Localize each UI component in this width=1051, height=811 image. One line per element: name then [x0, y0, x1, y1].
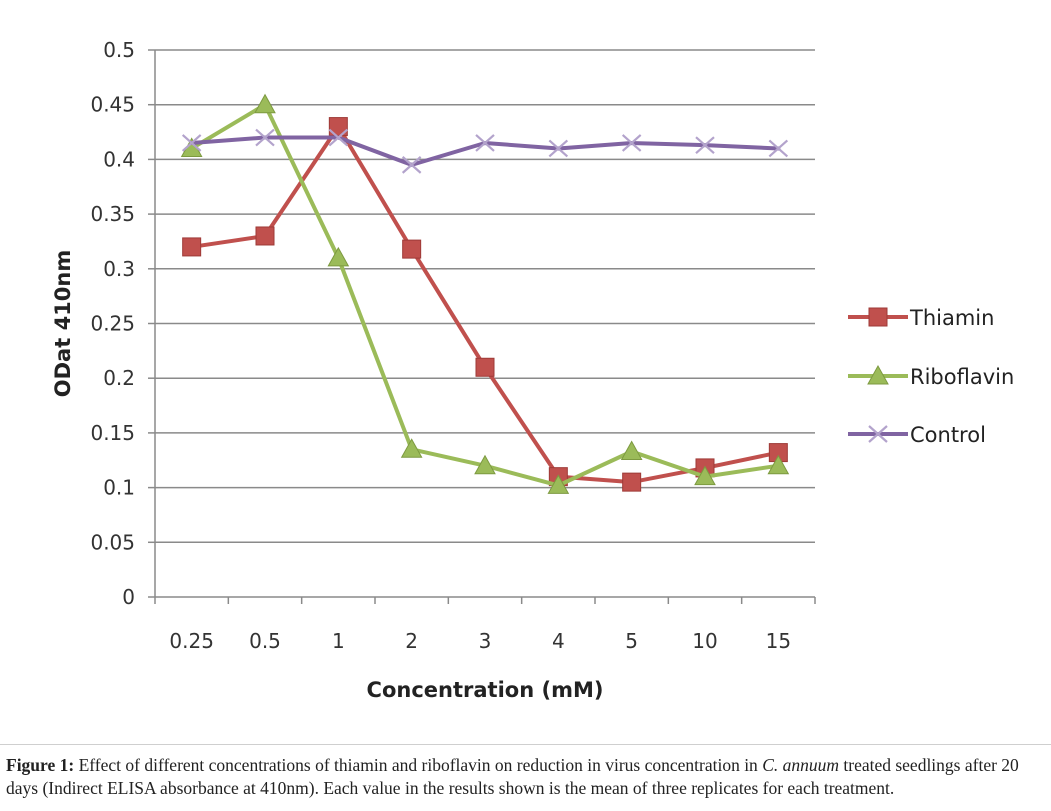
caption-text-before: Effect of different concentrations of th… [74, 755, 763, 775]
legend-riboflavin-marker [867, 364, 889, 385]
thiamin-data-point [622, 472, 642, 492]
caption-divider [0, 744, 1051, 745]
control-data-point [181, 134, 202, 152]
control-data-point [328, 128, 349, 147]
x-tick-label: 1 [332, 629, 345, 653]
line-chart: 0 0.05 0.1 0.15 0.2 0.25 0.3 0.35 0.4 0.45 0.5 0.25… [51, 38, 1014, 702]
y-tick-label: 0.25 [90, 312, 135, 336]
x-tick-label: 15 [766, 629, 791, 653]
x-tick-label: 0.25 [169, 629, 214, 653]
riboflavin-series-line [189, 102, 781, 488]
chart: 0 0.05 0.1 0.15 0.2 0.25 0.3 0.35 0.4 0.45 0.5 0.25… [51, 38, 1014, 702]
legend-control-label: Control [910, 423, 986, 447]
legend-riboflavin-label: Riboflavin [910, 365, 1014, 389]
x-tick-label: 10 [692, 629, 717, 653]
y-tick-label: 0.4 [103, 147, 135, 171]
caption-label: Figure 1: [6, 755, 75, 775]
y-tick-label: 0.1 [103, 476, 135, 500]
riboflavin-data-point [474, 454, 496, 475]
control-data-point [475, 134, 495, 152]
control-data-point [695, 136, 715, 155]
x-tick-label: 3 [479, 629, 492, 653]
thiamin-data-point [255, 226, 275, 246]
figure-caption: Figure 1: Effect of different concentrat… [6, 754, 1046, 800]
thiamin-data-point [402, 239, 422, 259]
caption-species: C. annuum [762, 755, 839, 775]
y-tick-label: 0.05 [90, 530, 135, 554]
y-tick-label: 0.3 [103, 257, 135, 281]
y-tick-label: 0.35 [90, 202, 135, 226]
riboflavin-data-point [694, 465, 716, 486]
control-data-point [768, 139, 789, 158]
riboflavin-data-point [400, 438, 423, 458]
control-data-point [621, 134, 642, 152]
legend-thiamin-marker [868, 307, 888, 327]
thiamin-data-point [182, 237, 202, 257]
y-tick-label: 0.2 [103, 366, 135, 390]
control-data-point [255, 128, 275, 147]
x-tick-label: 0.5 [249, 629, 281, 653]
legend-control-marker [868, 425, 888, 443]
x-tick-label: 5 [625, 629, 638, 653]
riboflavin-data-point [620, 440, 643, 460]
riboflavin-data-point [327, 246, 350, 267]
x-axis-title: Concentration (mM) [367, 678, 604, 702]
thiamin-series-line [189, 124, 781, 485]
control-data-point [548, 139, 569, 158]
y-tick-label: 0.5 [103, 38, 135, 62]
caption-text-after: treated seedlings after 20 days (Indirec… [6, 755, 1019, 798]
x-tick-label: 2 [405, 629, 418, 653]
x-tick-label: 4 [552, 629, 565, 653]
y-tick-label: 0.45 [90, 93, 135, 117]
legend-thiamin-label: Thiamin [909, 306, 994, 330]
y-tick-label: 0 [122, 585, 135, 609]
thiamin-data-point [475, 357, 495, 377]
control-data-point [401, 156, 422, 174]
riboflavin-data-point [767, 454, 790, 475]
riboflavin-data-point [254, 93, 276, 114]
y-axis-title: ODat 410nm [51, 250, 75, 397]
y-tick-label: 0.15 [90, 421, 135, 445]
riboflavin-data-point [547, 474, 570, 494]
